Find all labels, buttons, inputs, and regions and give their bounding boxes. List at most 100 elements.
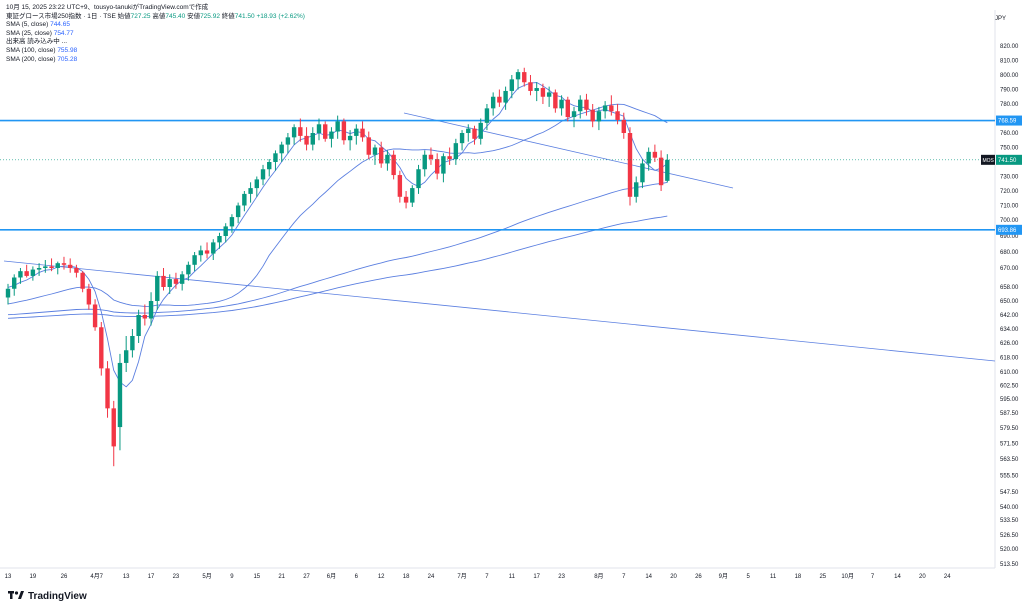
price-tick-label: 540.00 — [1000, 505, 1019, 511]
candle-body — [658, 157, 664, 186]
candle-body — [298, 127, 303, 136]
candle-body — [372, 147, 378, 155]
time-tick-label: 5 — [747, 574, 751, 580]
low-value: 725.92 — [200, 12, 220, 20]
candle-body — [310, 133, 315, 145]
indicator-sma5[interactable]: SMA (5, close) 744.65 — [6, 21, 305, 30]
candle-body — [74, 268, 79, 273]
candle-body — [186, 264, 191, 275]
price-tick-label: 513.50 — [1000, 562, 1019, 568]
time-tick-label: 7月 — [457, 573, 466, 580]
indicator-value: 744.65 — [50, 21, 70, 29]
indicator-sma25[interactable]: SMA (25, close) 754.77 — [6, 30, 305, 39]
indicator-volume[interactable]: 出来高 読み込み中 ... — [6, 38, 305, 47]
price-tick-label: 634.00 — [1000, 327, 1019, 333]
candle-body — [204, 250, 210, 254]
close-value: 741.50 — [234, 12, 255, 20]
candle-body — [148, 301, 154, 319]
time-tick-label: 23 — [173, 574, 180, 580]
candle-body — [211, 242, 216, 254]
candle-body — [354, 128, 359, 136]
time-tick-label: 13 — [123, 574, 130, 580]
candle-body — [553, 92, 558, 109]
candle-body — [347, 135, 353, 141]
candle-body — [130, 336, 135, 351]
candle-body — [534, 88, 539, 91]
candle-body — [596, 111, 602, 122]
candle-body — [634, 182, 639, 197]
time-tick-label: 19 — [30, 574, 37, 580]
time-tick-label: 6月 — [327, 573, 336, 580]
time-tick-label: 7 — [622, 574, 626, 580]
time-tick-label: 17 — [148, 574, 155, 580]
tradingview-logo[interactable]: TradingView — [8, 590, 87, 603]
indicator-value: 705.28 — [57, 55, 78, 63]
current-price-tag — [996, 154, 1022, 165]
symbol-tag — [981, 154, 995, 165]
indicator-sma100[interactable]: SMA (100, close) 755.98 — [6, 47, 305, 56]
time-tick-label: 26 — [695, 574, 702, 580]
price-tick-label: 730.00 — [1000, 175, 1019, 181]
price-tick-label: 780.00 — [1000, 102, 1019, 108]
price-tick-label: 526.50 — [1000, 533, 1019, 539]
candle-body — [627, 133, 633, 197]
candle-body — [385, 154, 390, 164]
indicator-value: 755.98 — [57, 46, 78, 54]
tradingview-logo-text: TradingView — [28, 591, 87, 602]
candle-body — [509, 79, 515, 91]
candle-body — [285, 137, 291, 145]
candle-body — [217, 236, 222, 243]
price-tick-label: 642.00 — [1000, 313, 1019, 319]
candle-body — [522, 72, 527, 83]
close-label: 終値 — [221, 12, 235, 20]
candle-body — [18, 271, 23, 278]
indicator-label: SMA (100, close) — [6, 46, 56, 54]
time-tick-label: 12 — [378, 574, 385, 580]
candle-body — [478, 122, 483, 139]
candle-body — [49, 266, 54, 268]
price-tick-label: 555.50 — [1000, 474, 1019, 480]
candle-body — [161, 275, 166, 287]
candle-body — [609, 105, 614, 112]
price-tick-label: 800.00 — [1000, 73, 1019, 79]
indicator-value: 754.77 — [53, 29, 74, 37]
candle-body — [43, 266, 48, 268]
price-tick-label: 520.00 — [1000, 547, 1019, 553]
candle-body — [123, 350, 129, 363]
symbol-ohlc-line: 東証グロース市場250指数 · 1日 · TSE 始値727.25 高値745.… — [6, 13, 305, 22]
time-tick-label: 8月 — [594, 573, 603, 580]
candle-body — [242, 193, 247, 206]
time-tick-label: 27 — [303, 574, 310, 580]
price-tick-label: 810.00 — [1000, 59, 1019, 65]
currency-label: JPY — [994, 16, 1006, 22]
time-tick-label: 9月 — [719, 573, 728, 580]
symbol-name[interactable]: 東証グロース市場250指数 · 1日 · TSE — [6, 12, 116, 20]
candle-body — [453, 143, 459, 160]
candle-body — [652, 151, 658, 158]
candle-body — [248, 188, 253, 194]
candle-body — [366, 137, 371, 155]
price-tick-label: 670.00 — [1000, 266, 1019, 272]
candle-body — [416, 169, 421, 189]
time-tick-label: 7 — [100, 574, 104, 580]
candle-body — [447, 156, 452, 160]
price-tick-label: 626.00 — [1000, 341, 1019, 347]
time-tick-label: 26 — [61, 574, 68, 580]
sma200-line — [7, 215, 668, 319]
indicator-sma200[interactable]: SMA (200, close) 705.28 — [6, 56, 305, 65]
candle-body — [192, 255, 197, 265]
price-tick-label: 563.50 — [1000, 457, 1019, 463]
price-tick-label: 820.00 — [1000, 44, 1019, 50]
candle-body — [484, 108, 490, 123]
candle-body — [590, 109, 595, 122]
low-label: 安値 — [187, 12, 201, 20]
price-tick-label: 602.50 — [1000, 384, 1019, 390]
candle-body — [565, 99, 570, 118]
time-tick-label: 7 — [871, 574, 875, 580]
time-tick-label: 14 — [894, 574, 901, 580]
trendline-short — [403, 112, 734, 189]
indicator-label: 出来高 読み込み中 — [6, 38, 60, 46]
price-tick-label: 610.00 — [1000, 370, 1019, 376]
candle-body — [546, 92, 552, 97]
